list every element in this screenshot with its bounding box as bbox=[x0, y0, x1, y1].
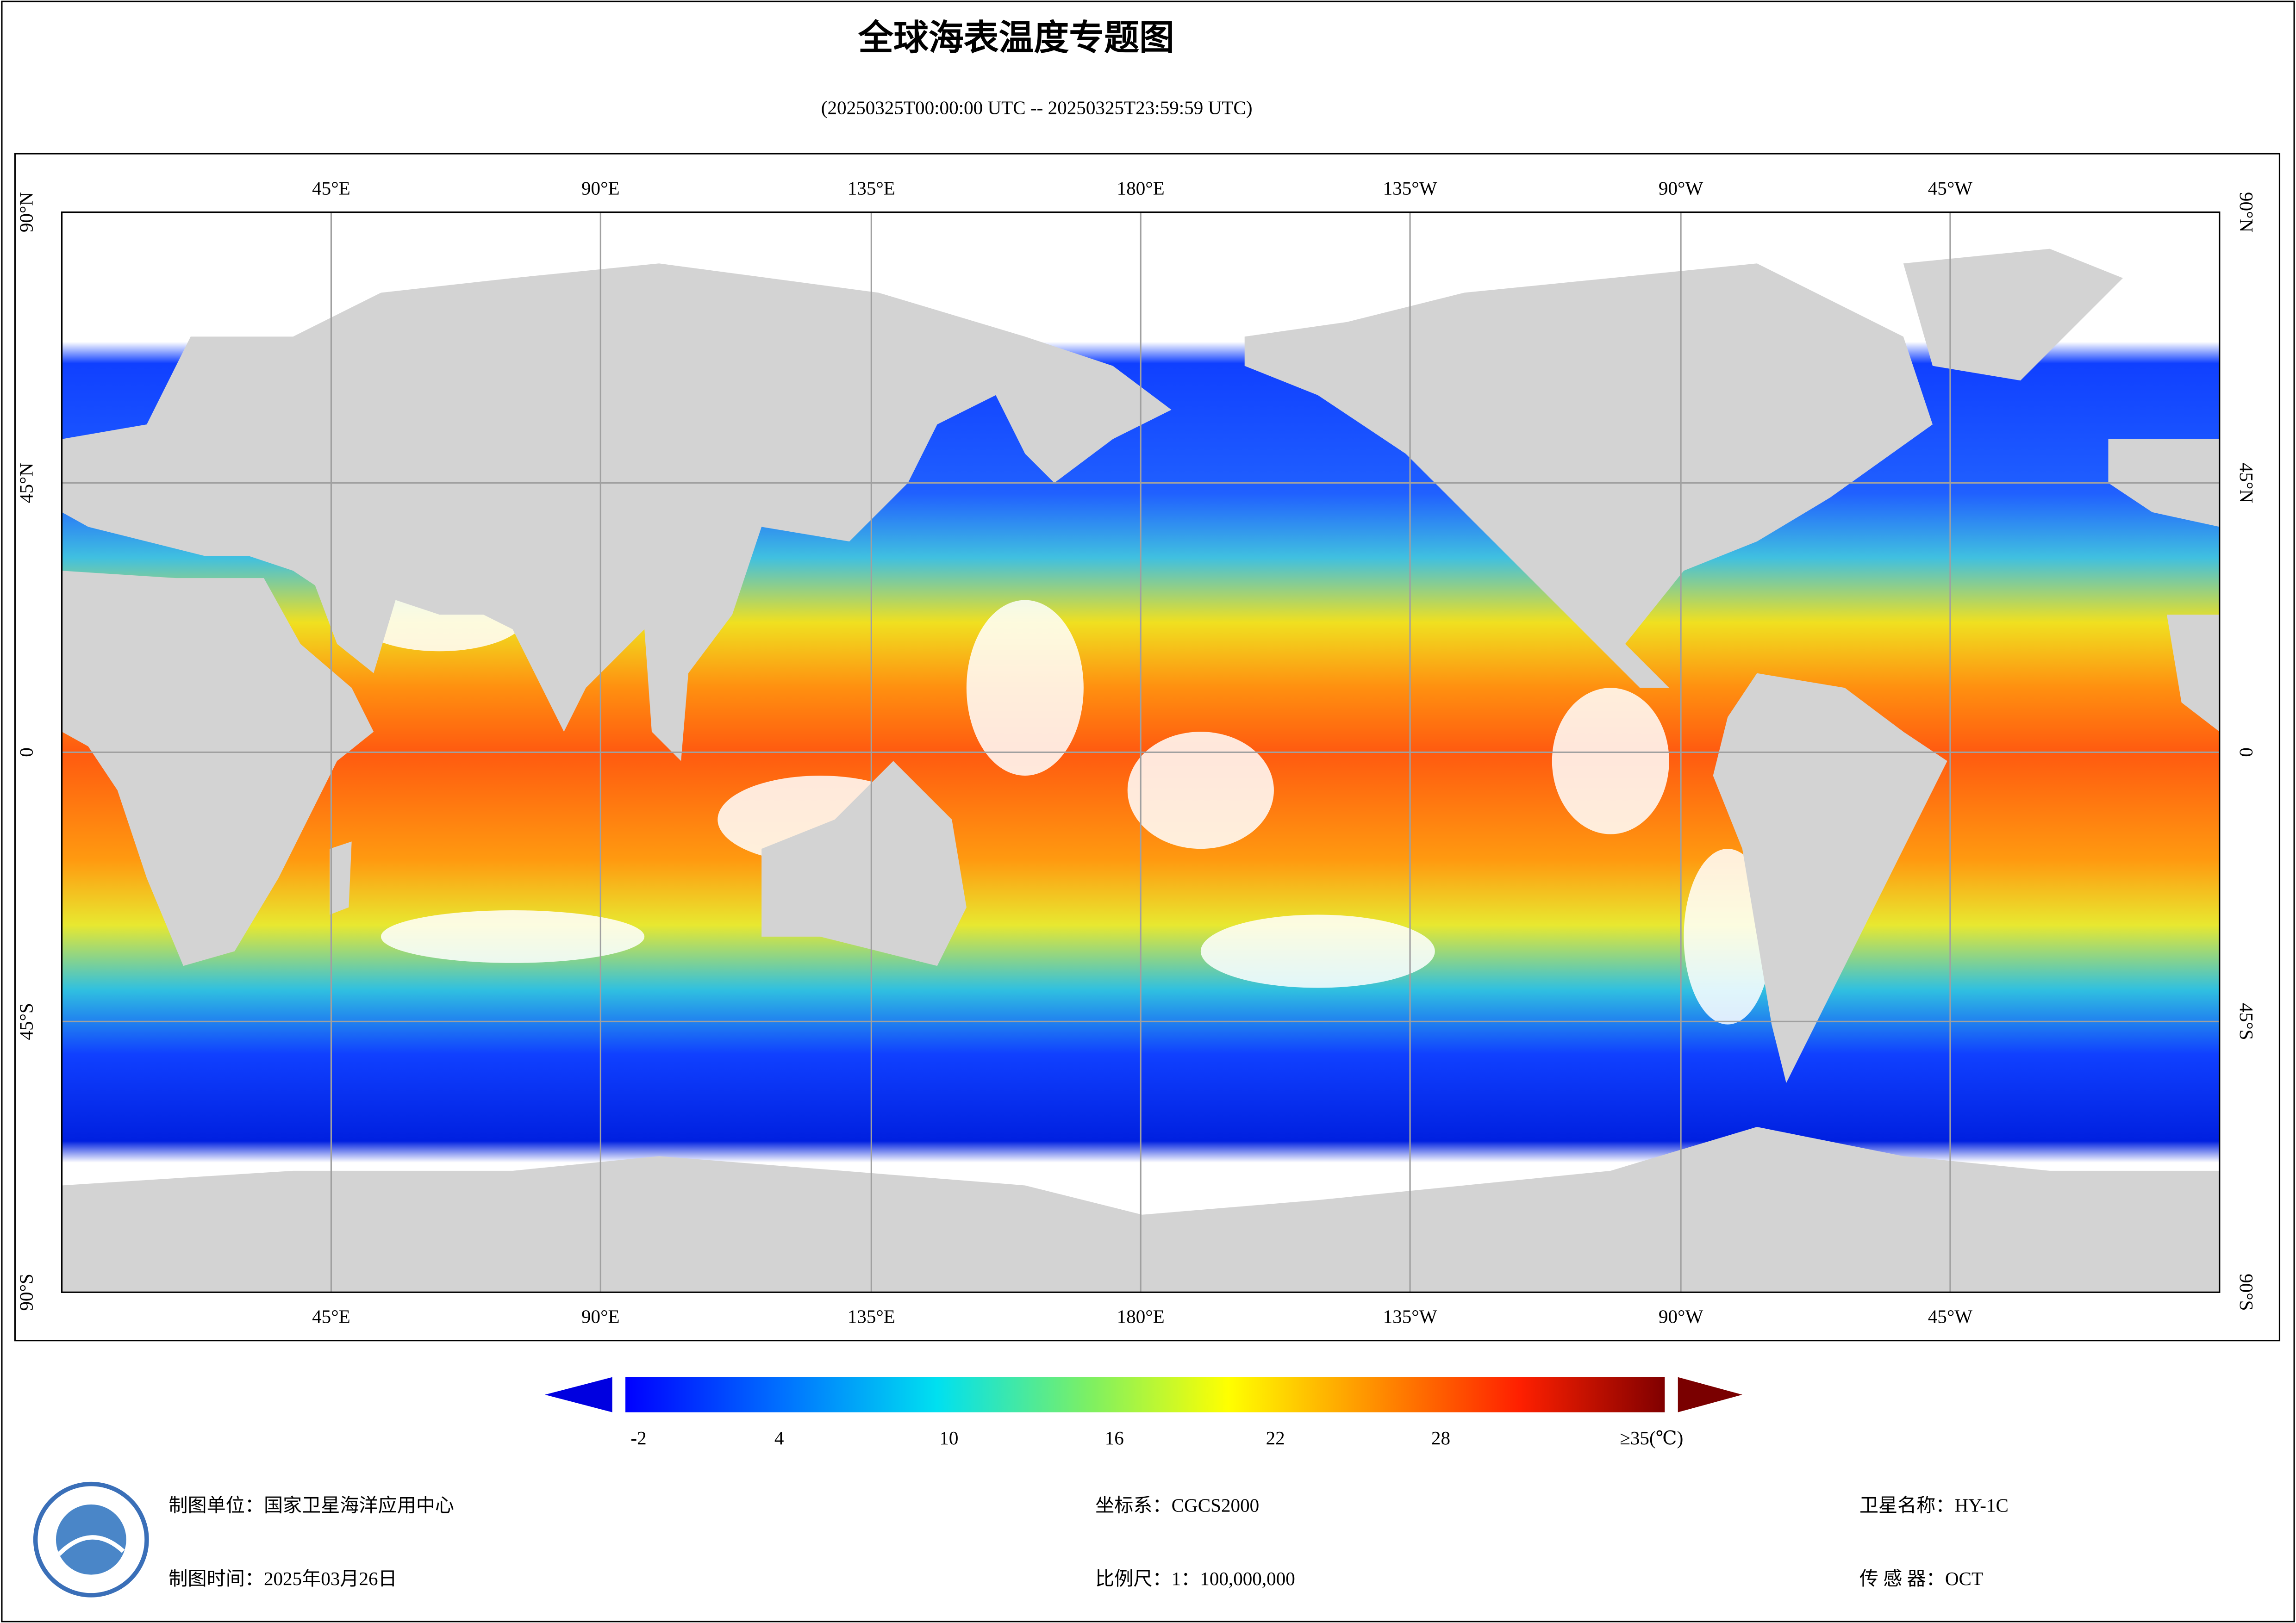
lon-label-bottom: 135°E bbox=[848, 1306, 895, 1327]
colorbar-ramp bbox=[625, 1377, 1665, 1412]
cloud-patch bbox=[381, 910, 645, 963]
colorbar-label: 28 bbox=[1431, 1427, 1450, 1449]
lon-label-bottom: 45°E bbox=[312, 1306, 350, 1327]
map-border bbox=[61, 211, 2221, 1293]
lat-label-left: 90°S bbox=[15, 1274, 37, 1311]
colorbar-min-arrow bbox=[545, 1377, 612, 1412]
colorbar-label: ≥35(℃) bbox=[1620, 1427, 1683, 1449]
colorbar-label: 10 bbox=[939, 1427, 958, 1449]
colorbar-label: 22 bbox=[1266, 1427, 1285, 1449]
colorbar-label: -2 bbox=[630, 1427, 646, 1449]
land bbox=[1903, 249, 2123, 381]
lon-label-top: 90°W bbox=[1659, 178, 1703, 199]
land bbox=[1713, 673, 1947, 1083]
lon-label-top: 135°E bbox=[848, 178, 895, 199]
lat-label-right: 90°N bbox=[2236, 192, 2257, 232]
lat-label-right: 45°S bbox=[2236, 1003, 2257, 1040]
logo bbox=[33, 1481, 149, 1598]
title: 全球海表温度专题图 bbox=[858, 18, 1174, 58]
lon-label-bottom: 90°E bbox=[581, 1306, 620, 1327]
lat-label-left: 0 bbox=[15, 747, 37, 757]
colorbar bbox=[545, 1377, 1742, 1412]
footer-unit: 制图单位：国家卫星海洋应用中心 bbox=[168, 1495, 454, 1516]
map bbox=[62, 212, 2220, 1293]
land bbox=[62, 263, 1172, 761]
subtitle: (20250325T00:00:00 UTC -- 20250325T23:59… bbox=[821, 97, 1253, 119]
land bbox=[2166, 615, 2220, 732]
footer-scale: 比例尺：1：100,000,000 bbox=[1095, 1568, 1295, 1589]
cloud-patch bbox=[1552, 688, 1669, 834]
colorbar-max-arrow bbox=[1678, 1377, 1742, 1412]
lon-label-top: 45°W bbox=[1928, 178, 1973, 199]
lat-label-right: 45°N bbox=[2236, 463, 2257, 503]
colorbar-label: 16 bbox=[1105, 1427, 1124, 1449]
cloud-patch bbox=[966, 600, 1084, 776]
land bbox=[761, 761, 967, 966]
cloud-patch bbox=[1200, 914, 1435, 988]
footer-crs: 坐标系：CGCS2000 bbox=[1095, 1495, 1259, 1516]
footer-sensor: 传 感 器：OCT bbox=[1859, 1568, 1983, 1589]
land bbox=[62, 571, 374, 966]
lon-label-top: 135°W bbox=[1383, 178, 1437, 199]
lat-label-left: 45°S bbox=[15, 1003, 37, 1040]
logo-wave bbox=[57, 1535, 125, 1556]
land bbox=[330, 841, 352, 915]
lat-label-right: 0 bbox=[2236, 747, 2257, 757]
colorbar-label: 4 bbox=[774, 1427, 784, 1449]
lon-label-bottom: 180°E bbox=[1117, 1306, 1165, 1327]
lon-label-top: 180°E bbox=[1117, 178, 1165, 199]
lat-label-left: 90°N bbox=[15, 192, 37, 232]
lat-label-right: 90°S bbox=[2236, 1274, 2257, 1311]
land bbox=[1244, 263, 1933, 688]
footer-satellite: 卫星名称：HY-1C bbox=[1859, 1495, 2009, 1516]
lon-label-bottom: 45°W bbox=[1928, 1306, 1973, 1327]
lon-label-bottom: 135°W bbox=[1383, 1306, 1437, 1327]
lon-label-bottom: 90°W bbox=[1659, 1306, 1703, 1327]
lat-label-left: 45°N bbox=[15, 463, 37, 503]
lon-label-top: 90°E bbox=[581, 178, 620, 199]
footer-date: 制图时间：2025年03月26日 bbox=[168, 1568, 397, 1589]
lon-label-top: 45°E bbox=[312, 178, 350, 199]
map-frame bbox=[14, 153, 2281, 1342]
cloud-patch bbox=[1127, 732, 1274, 849]
